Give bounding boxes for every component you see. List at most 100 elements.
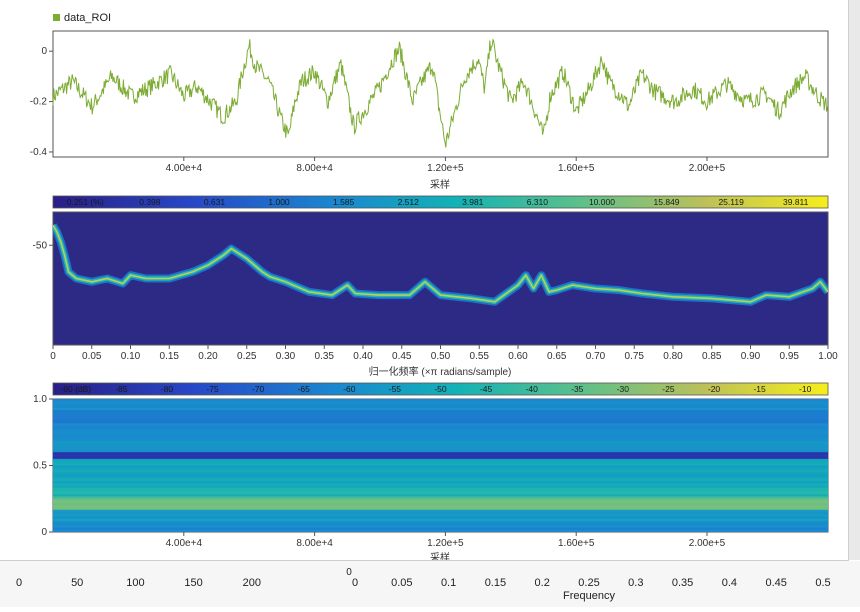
spectrogram-chart: -90 (dB) -85 -80 -75 -70 -65 -60 -55 -50 -45 -40 -3… (33, 382, 829, 564)
spectrum-trace-core (53, 224, 828, 303)
chart-panel: data_ROI 0 -0.2 -0.4 4.00e+4 8.00e+4 1.20e+5… (0, 0, 849, 564)
colorbar-label: -70 (252, 384, 265, 394)
spectrogram-band (53, 472, 828, 475)
time-series-x-axis-label: 采样 (430, 178, 450, 191)
spectrogram-band (53, 483, 828, 487)
spectrogram-band (53, 516, 828, 520)
spectrogram-band (53, 416, 828, 420)
spectrogram-band (53, 414, 828, 418)
x-tick-label: 1.20e+5 (427, 163, 464, 174)
spectrogram-band (53, 469, 828, 473)
spectrogram-band (53, 525, 828, 529)
background-axes-svg: 0 50 100 150 200 0 0.05 0.1 0.15 0.2 0.25 0.3 0.35 0… (16, 567, 831, 602)
colorbar-label: -75 (206, 384, 219, 394)
x-tick-label: 0.75 (625, 351, 645, 362)
spectrogram-band (53, 434, 828, 438)
x-tick-label: 0.20 (198, 351, 218, 362)
x-tick-label: 0.70 (586, 351, 606, 362)
colorbar-label: -60 (343, 384, 356, 394)
x-tick-label: 0.95 (780, 351, 800, 362)
frequency-tick-label: 0.1 (441, 577, 456, 589)
spectrogram-band (53, 505, 828, 509)
colorbar-label: -20 (708, 384, 721, 394)
spectrogram-band (53, 403, 828, 407)
spectrogram-x-axis-label: 采样 (430, 551, 450, 560)
spectrogram-band (53, 447, 828, 451)
spectrogram-band (53, 494, 828, 498)
colorbar-label: -65 (298, 384, 311, 394)
colorbar-label: 10.000 (589, 197, 615, 207)
colorbar-label: -50 (434, 384, 447, 394)
spectrogram-band (53, 478, 828, 482)
x-tick-label: 0.10 (121, 351, 141, 362)
x-tick-label: 1.60e+5 (558, 538, 595, 549)
spectrogram-band (53, 492, 828, 495)
spectrogram-band (53, 514, 828, 518)
frequency-tick-label: 0.4 (722, 577, 737, 589)
x-tick-label: 0.30 (276, 351, 296, 362)
colorbar-label: -85 (115, 384, 128, 394)
spectrogram-band (53, 407, 828, 411)
time-series-plot-area[interactable] (52, 30, 829, 158)
y-tick-label: -0.2 (30, 97, 48, 108)
series-line-data-roi (52, 39, 828, 148)
colorbar-label: 6.310 (527, 197, 549, 207)
x-tick-label: 4.00e+4 (166, 538, 203, 549)
x-tick-label: 0.65 (547, 351, 567, 362)
spectrogram-band (53, 421, 828, 424)
frequency-tick-label: 0.3 (628, 577, 643, 589)
x-tick-label: 0.55 (470, 351, 490, 362)
x-tick-label: 0.35 (315, 351, 335, 362)
colorbar-label: 2.512 (398, 197, 420, 207)
background-axis-tick-label: 50 (71, 577, 83, 589)
background-axis-tick-label: 100 (126, 577, 144, 589)
spectrogram-band (53, 436, 828, 440)
spectrogram-band (53, 430, 828, 433)
spectrogram-band (53, 401, 828, 405)
y-tick-label: 0 (41, 527, 47, 538)
x-tick-label: 0.80 (663, 351, 683, 362)
spectrogram-band (53, 463, 828, 467)
colorbar-label: -10 (799, 384, 812, 394)
x-tick-label: 1.60e+5 (558, 163, 595, 174)
y-tick-label: 1.0 (33, 394, 47, 405)
background-corner-label: 0 (346, 567, 352, 578)
spectrogram-colorbar (52, 382, 829, 396)
spectrogram-band (53, 452, 828, 456)
x-tick-label: 0.15 (160, 351, 180, 362)
x-tick-label: 8.00e+4 (296, 163, 333, 174)
spectrogram-band (53, 520, 828, 524)
spectrogram-band (53, 441, 828, 444)
spectrogram-band (53, 449, 828, 453)
spectrogram-band (53, 438, 828, 442)
window-edge (849, 0, 860, 560)
spectrogram-band (53, 432, 828, 436)
spectrogram-band (53, 423, 828, 427)
spectrogram-band (53, 523, 828, 526)
spectrogram-band (53, 454, 828, 458)
frequency-tick-label: 0 (352, 577, 358, 589)
colorbar-label: 25.119 (718, 197, 744, 207)
x-tick-label: 2.00e+5 (689, 538, 726, 549)
colorbar-label: -30 (617, 384, 630, 394)
spectrogram-band (53, 427, 828, 431)
x-tick-label: 0.60 (508, 351, 528, 362)
frequency-tick-label: 0.2 (535, 577, 550, 589)
frequency-tick-label: 0.25 (578, 577, 599, 589)
x-tick-label: 4.00e+4 (166, 163, 203, 174)
spectrogram-band (53, 481, 828, 484)
spectrogram-band (53, 443, 828, 447)
spectrogram-band (53, 474, 828, 478)
y-tick-label: 0.5 (33, 461, 47, 472)
colorbar-label: 0.398 (139, 197, 161, 207)
x-tick-label: 0.40 (353, 351, 373, 362)
spectrogram-band (53, 425, 828, 429)
spectrogram-band (53, 496, 828, 500)
x-tick-label: 0.05 (82, 351, 102, 362)
y-tick-label: -50 (33, 240, 48, 251)
colorbar-label: 15.849 (654, 197, 680, 207)
spectrogram-band (53, 467, 828, 471)
x-tick-label: 0.25 (237, 351, 257, 362)
spectrum-x-axis-label: 归一化频率 (×π radians/sample) (369, 365, 512, 378)
